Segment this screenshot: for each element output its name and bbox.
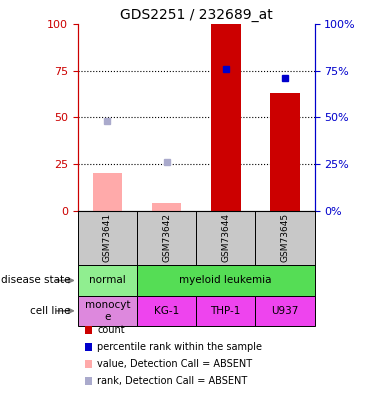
Bar: [255, 296, 314, 326]
Bar: [78, 211, 137, 265]
Bar: [78, 265, 137, 296]
Text: cell line: cell line: [30, 306, 70, 316]
Text: percentile rank within the sample: percentile rank within the sample: [97, 342, 262, 352]
Text: count: count: [97, 325, 125, 335]
Text: GSM73642: GSM73642: [162, 213, 171, 262]
Text: U937: U937: [271, 306, 299, 316]
Text: THP-1: THP-1: [211, 306, 241, 316]
Text: GSM73641: GSM73641: [103, 213, 112, 262]
Bar: [152, 203, 181, 211]
Text: disease state: disease state: [1, 275, 70, 286]
Bar: [211, 24, 240, 211]
Text: value, Detection Call = ABSENT: value, Detection Call = ABSENT: [97, 359, 252, 369]
Bar: [137, 296, 196, 326]
Bar: [196, 211, 255, 265]
Text: KG-1: KG-1: [154, 306, 179, 316]
Bar: [270, 93, 300, 211]
Bar: [255, 211, 314, 265]
Title: GDS2251 / 232689_at: GDS2251 / 232689_at: [120, 8, 272, 22]
Text: rank, Detection Call = ABSENT: rank, Detection Call = ABSENT: [97, 376, 248, 386]
Text: normal: normal: [89, 275, 126, 286]
Text: GSM73645: GSM73645: [280, 213, 289, 262]
Bar: [137, 211, 196, 265]
Text: monocyt
e: monocyt e: [85, 300, 130, 322]
Bar: [78, 296, 137, 326]
Text: myeloid leukemia: myeloid leukemia: [179, 275, 272, 286]
Bar: [137, 265, 314, 296]
Text: GSM73644: GSM73644: [221, 213, 230, 262]
Bar: [196, 296, 255, 326]
Bar: [92, 173, 122, 211]
